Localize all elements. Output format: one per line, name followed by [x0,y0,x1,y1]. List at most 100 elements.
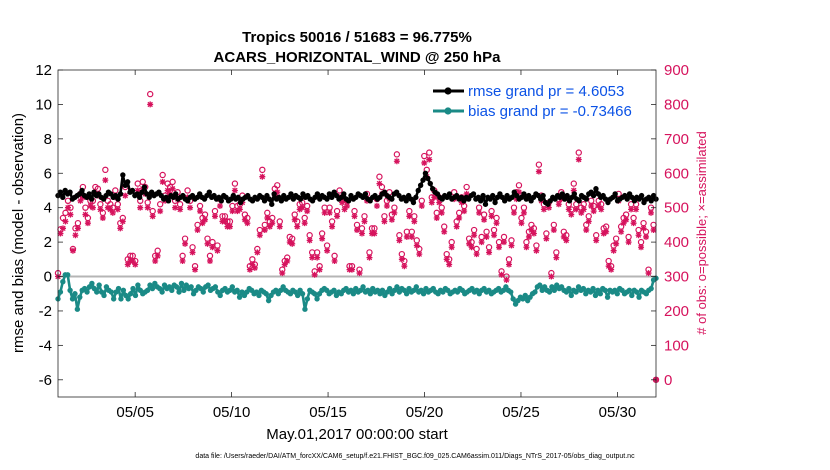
assimilated-obs-marker [575,156,582,163]
rmse-point [79,187,85,194]
bias-point [120,287,127,293]
assimilated-obs-marker [122,192,129,199]
assimilated-obs-marker [585,218,592,225]
assimilated-obs-marker [418,202,425,209]
rmse-point [165,198,172,204]
bias-point [96,282,102,288]
assimilated-obs-marker [261,227,268,234]
rmse-point [115,196,121,202]
assimilated-obs-marker [535,168,542,175]
bias-point [132,292,139,299]
assimilated-obs-marker [84,220,91,227]
assimilated-obs-marker [129,258,136,265]
assimilated-obs-marker [545,204,552,211]
assimilated-obs-marker [603,228,610,235]
bias-point [568,292,574,299]
bias-point [178,280,185,287]
assimilated-obs-marker [137,204,144,211]
assimilated-obs-marker [426,156,433,163]
assimilated-obs-marker [553,254,560,261]
assimilated-obs-marker [209,244,216,251]
assimilated-obs-marker [540,206,547,213]
x-tick-label: 05/05 [116,404,154,421]
rmse-point [218,198,225,204]
rmse-point [329,194,335,201]
assimilated-obs-marker [503,276,510,283]
assimilated-obs-marker [488,213,495,220]
bias-point [110,296,117,302]
rmse-point [501,198,508,204]
assimilated-obs-marker [573,206,580,213]
assimilated-obs-marker [331,258,338,265]
assimilated-obs-marker [244,220,251,227]
x-tick-label: 05/10 [213,404,251,421]
right-y-axis: 0 100 200 300 400 500 600 700 800 900 [651,62,689,389]
assimilated-obs-marker [388,216,395,223]
assimilated-obs-marker [102,177,109,184]
bias-point [590,285,596,292]
y-tick-label: 8 [44,131,52,148]
bias-point [510,296,516,302]
assimilated-obs-marker [356,270,363,277]
assimilated-obs-marker [62,218,69,225]
bias-point [573,289,579,295]
bias-point [508,289,514,295]
bias-point [522,292,528,299]
assimilated-obs-marker [226,223,233,230]
assimilated-obs-marker [530,230,537,237]
y2-tick-label: 700 [664,131,689,148]
assimilated-obs-marker [281,261,288,268]
assimilated-obs-marker [381,218,388,225]
rmse-point [489,192,496,199]
assimilated-obs-marker [132,261,139,268]
assimilated-obs-marker [187,204,194,211]
assimilated-obs-marker [214,247,221,254]
y-tick-label: -6 [39,372,52,389]
assimilated-obs-marker [301,220,308,227]
bias-point [108,289,114,295]
y2-tick-label: 100 [664,337,689,354]
assimilated-obs-marker [299,204,306,211]
y2-tick-label: 400 [664,234,689,251]
y-tick-label: 4 [44,200,52,217]
assimilated-obs-marker [403,233,410,240]
assimilated-obs-marker [565,206,572,213]
bias-point [84,289,90,295]
bias-point [265,297,272,304]
rmse-point [417,182,424,189]
assimilated-obs-marker [284,258,291,265]
assimilated-obs-marker [463,190,470,197]
assimilated-obs-marker [189,249,196,256]
assimilated-obs-marker [446,261,453,268]
assimilated-obs-marker [411,218,418,225]
possible-obs-marker [393,151,401,158]
assimilated-obs-marker [433,215,440,222]
assimilated-obs-marker [334,213,341,220]
assimilated-obs-marker [107,206,114,213]
y2-axis-label: # of obs: o=possible; ×=assimilated [694,131,709,334]
assimilated-obs-marker [221,218,228,225]
bias-point [580,285,587,292]
assimilated-obs-marker [515,189,522,196]
assimilated-obs-marker [640,225,647,232]
assimilated-obs-marker [231,187,238,194]
rmse-point [88,196,95,202]
assimilated-obs-marker [199,220,206,227]
assimilated-obs-marker [197,208,204,215]
assimilated-obs-marker [82,211,89,218]
assimilated-obs-marker [643,233,650,240]
assimilated-obs-marker [505,261,512,268]
rmse-point [362,191,369,197]
possible-obs-marker [102,166,109,174]
y2-tick-label: 900 [664,62,689,79]
assimilated-obs-marker [543,235,550,242]
assimilated-obs-marker [590,208,597,215]
assimilated-obs-marker [319,235,326,242]
rmse-point [136,194,143,201]
assimilated-obs-marker [613,240,620,247]
possible-obs-marker [336,187,343,194]
rmse-point [261,198,268,204]
assimilated-obs-marker [74,225,81,232]
rmse-point [120,172,126,178]
